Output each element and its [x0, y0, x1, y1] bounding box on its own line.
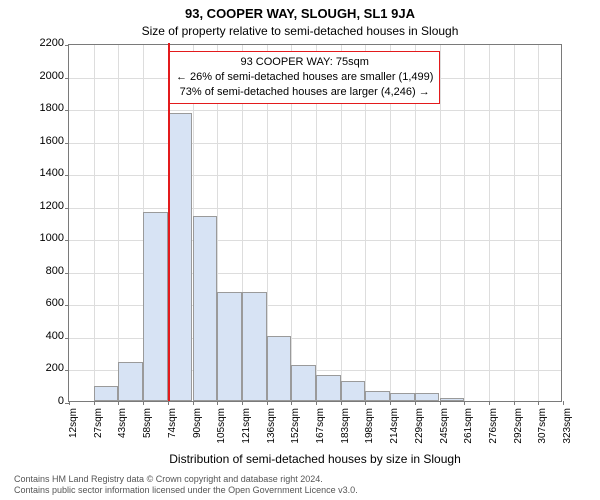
- ytick-label: 1800: [24, 102, 64, 114]
- ytick-mark: [65, 305, 69, 306]
- histogram-bar: [217, 292, 242, 401]
- histogram-bar: [341, 381, 366, 401]
- ytick-mark: [65, 175, 69, 176]
- xtick-label: 245sqm: [439, 408, 450, 468]
- xtick-label: 183sqm: [340, 408, 351, 468]
- ytick-label: 800: [24, 265, 64, 277]
- xtick-mark: [563, 401, 564, 405]
- xtick-label: 121sqm: [241, 408, 252, 468]
- xtick-mark: [464, 401, 465, 405]
- xtick-mark: [538, 401, 539, 405]
- xtick-mark: [415, 401, 416, 405]
- xtick-label: 198sqm: [364, 408, 375, 468]
- histogram-bar: [267, 336, 292, 401]
- xtick-label: 292sqm: [513, 408, 524, 468]
- xtick-label: 74sqm: [167, 408, 178, 468]
- ytick-label: 200: [24, 362, 64, 374]
- footer-line: Contains HM Land Registry data © Crown c…: [14, 474, 358, 485]
- xtick-label: 27sqm: [93, 408, 104, 468]
- ytick-mark: [65, 78, 69, 79]
- xtick-mark: [118, 401, 119, 405]
- histogram-bar: [440, 398, 465, 401]
- grid-line-v: [538, 45, 539, 401]
- grid-line-v: [514, 45, 515, 401]
- xtick-mark: [489, 401, 490, 405]
- xtick-mark: [267, 401, 268, 405]
- ytick-mark: [65, 208, 69, 209]
- xtick-label: 90sqm: [192, 408, 203, 468]
- xtick-mark: [168, 401, 169, 405]
- histogram-bar: [143, 212, 168, 401]
- xtick-mark: [242, 401, 243, 405]
- xtick-mark: [316, 401, 317, 405]
- ytick-label: 400: [24, 330, 64, 342]
- footer-credits: Contains HM Land Registry data © Crown c…: [14, 474, 358, 497]
- xtick-label: 167sqm: [315, 408, 326, 468]
- ytick-mark: [65, 370, 69, 371]
- grid-line-v: [489, 45, 490, 401]
- ytick-label: 600: [24, 297, 64, 309]
- footer-line: Contains public sector information licen…: [14, 485, 358, 496]
- annotation-line: 73% of semi-detached houses are larger (…: [176, 85, 433, 100]
- xtick-label: 136sqm: [266, 408, 277, 468]
- histogram-bar: [415, 393, 440, 401]
- xtick-label: 58sqm: [142, 408, 153, 468]
- xtick-mark: [193, 401, 194, 405]
- plot-area: 93 COOPER WAY: 75sqm ← 26% of semi-detac…: [68, 44, 562, 402]
- xtick-mark: [440, 401, 441, 405]
- ytick-mark: [65, 110, 69, 111]
- grid-line-v: [118, 45, 119, 401]
- ytick-mark: [65, 240, 69, 241]
- ytick-label: 1600: [24, 135, 64, 147]
- chart-subtitle: Size of property relative to semi-detach…: [0, 24, 600, 38]
- xtick-mark: [514, 401, 515, 405]
- xtick-label: 214sqm: [389, 408, 400, 468]
- xtick-label: 261sqm: [463, 408, 474, 468]
- xtick-mark: [390, 401, 391, 405]
- xtick-label: 12sqm: [68, 408, 79, 468]
- annotation-line: 93 COOPER WAY: 75sqm: [176, 55, 433, 70]
- chart-title: 93, COOPER WAY, SLOUGH, SL1 9JA: [0, 6, 600, 21]
- ytick-label: 0: [24, 395, 64, 407]
- histogram-bar: [193, 216, 218, 402]
- histogram-bar: [168, 113, 193, 401]
- xtick-mark: [143, 401, 144, 405]
- xtick-label: 323sqm: [562, 408, 573, 468]
- xtick-label: 105sqm: [216, 408, 227, 468]
- ytick-label: 1400: [24, 167, 64, 179]
- xtick-mark: [365, 401, 366, 405]
- histogram-bar: [291, 365, 316, 401]
- histogram-bar: [390, 393, 415, 401]
- ytick-mark: [65, 143, 69, 144]
- histogram-bar: [118, 362, 143, 401]
- histogram-bar: [94, 386, 119, 401]
- ytick-label: 1200: [24, 200, 64, 212]
- ytick-mark: [65, 338, 69, 339]
- grid-line-v: [94, 45, 95, 401]
- xtick-label: 229sqm: [414, 408, 425, 468]
- annotation-box: 93 COOPER WAY: 75sqm ← 26% of semi-detac…: [169, 51, 440, 104]
- xtick-label: 276sqm: [488, 408, 499, 468]
- xtick-label: 307sqm: [537, 408, 548, 468]
- xtick-mark: [341, 401, 342, 405]
- annotation-line: ← 26% of semi-detached houses are smalle…: [176, 70, 433, 85]
- histogram-bar: [365, 391, 390, 401]
- xtick-mark: [69, 401, 70, 405]
- xtick-mark: [291, 401, 292, 405]
- histogram-bar: [316, 375, 341, 401]
- grid-line-v: [464, 45, 465, 401]
- ytick-mark: [65, 273, 69, 274]
- xtick-mark: [94, 401, 95, 405]
- ytick-mark: [65, 45, 69, 46]
- ytick-label: 2000: [24, 70, 64, 82]
- xtick-label: 43sqm: [117, 408, 128, 468]
- ytick-label: 1000: [24, 232, 64, 244]
- xtick-label: 152sqm: [290, 408, 301, 468]
- xtick-mark: [217, 401, 218, 405]
- ytick-label: 2200: [24, 37, 64, 49]
- histogram-bar: [242, 292, 267, 401]
